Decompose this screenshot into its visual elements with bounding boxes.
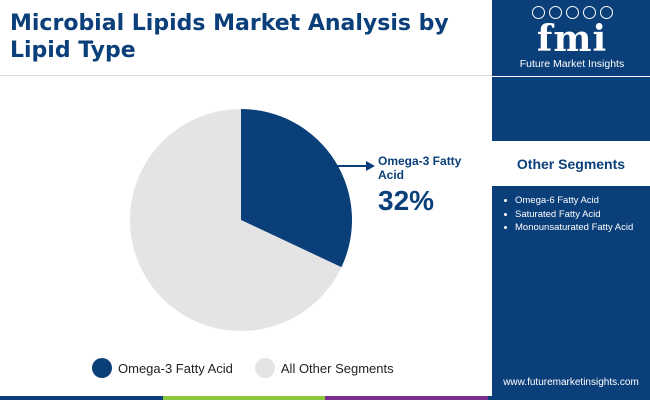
segment-item: Omega-6 Fatty Acid <box>504 194 633 208</box>
other-segments-list: Omega-6 Fatty Acid Saturated Fatty Acid … <box>504 194 633 235</box>
legend-swatch-omega-3 <box>92 358 112 378</box>
logo-circle-icon <box>582 6 596 19</box>
website-link[interactable]: www.futuremarketinsights.com <box>503 377 639 388</box>
segment-item: Monounsaturated Fatty Acid <box>504 221 633 235</box>
bottom-bar-segment <box>162 396 325 400</box>
pie-slice-omega-3-fatty-acid <box>241 109 353 268</box>
callout-label-line-2: Acid <box>378 168 404 182</box>
legend-item-other-segments: All Other Segments <box>254 358 394 378</box>
callout-arrow-icon <box>366 161 375 171</box>
pie-chart: Omega-3 Fatty Acid 32% <box>130 109 465 331</box>
logo-circle-icon <box>531 6 545 19</box>
bottom-bar-segment <box>325 396 488 400</box>
legend-item-omega-3: Omega-3 Fatty Acid <box>92 358 233 378</box>
logo-text: Future Market Insights <box>519 58 625 70</box>
logo-divider <box>492 76 650 77</box>
bottom-color-bar <box>0 396 650 400</box>
logo-circle-icon <box>599 6 613 19</box>
bottom-bar-segment <box>487 396 650 400</box>
bottom-bar-segment <box>0 396 163 400</box>
legend-label-omega-3: Omega-3 Fatty Acid <box>118 360 233 376</box>
logo-circle-icon <box>548 6 562 19</box>
sidebar: fmi Future Market Insights Other Segment… <box>492 0 650 400</box>
callout-value: 32% <box>378 185 434 216</box>
title-divider <box>0 75 492 76</box>
other-segments-title: Other Segments <box>492 141 650 186</box>
callout-label: Omega-3 Fatty Acid <box>378 154 465 182</box>
segment-item: Saturated Fatty Acid <box>504 208 633 222</box>
logo-icons <box>510 6 634 20</box>
legend-swatch-other-segments <box>254 358 275 378</box>
legend-label-other-segments: All Other Segments <box>280 360 394 376</box>
pie-slices <box>130 109 353 331</box>
logo-mark: fmi <box>536 18 608 60</box>
logo-circle-icon <box>565 6 579 19</box>
callout-label-line-1: Omega-3 Fatty <box>378 154 462 168</box>
fmi-logo: fmi Future Market Insights <box>510 6 634 70</box>
page-title: Microbial Lipids Market Analysis by Lipi… <box>10 11 449 63</box>
callout: Omega-3 Fatty Acid 32% <box>335 154 465 216</box>
pie-slice-all-other-segments <box>130 109 342 331</box>
chart-legend: Omega-3 Fatty Acid All Other Segments <box>92 357 416 379</box>
